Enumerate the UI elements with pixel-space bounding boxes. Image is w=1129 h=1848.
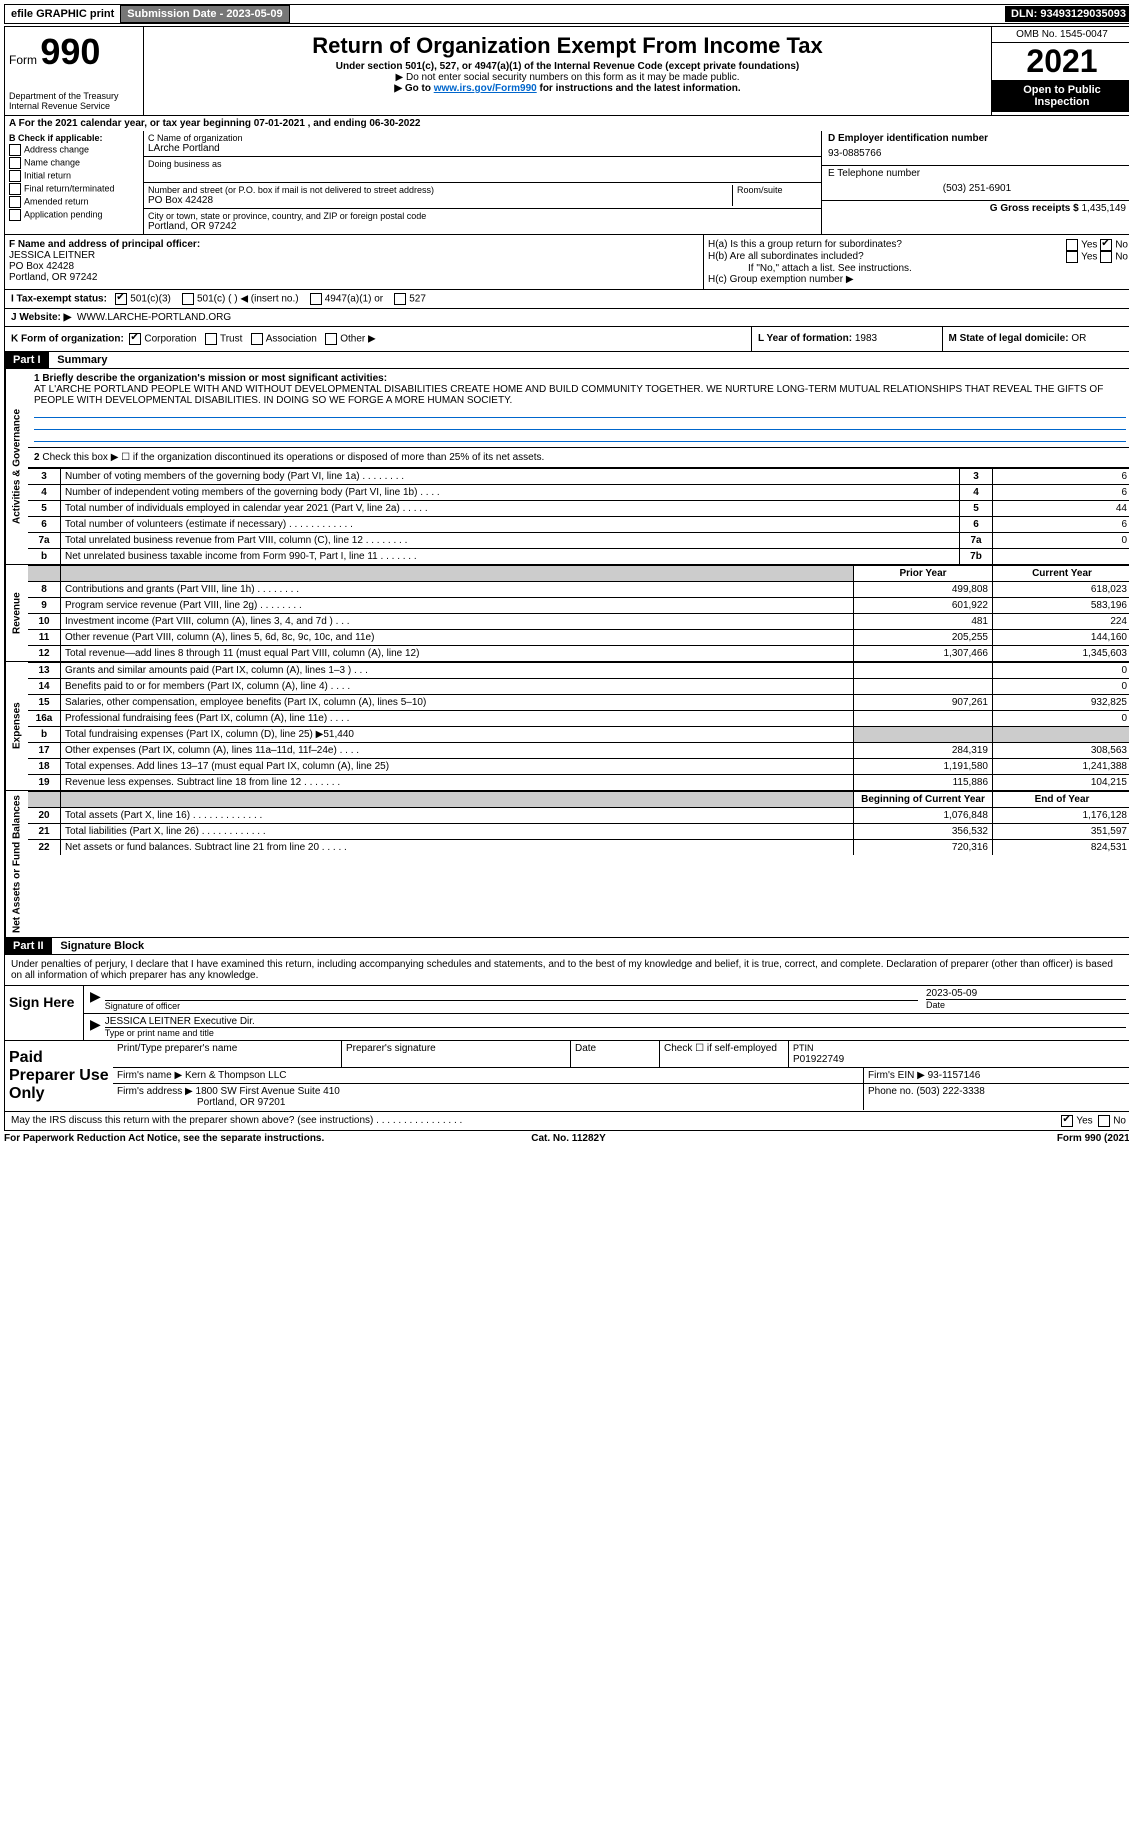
form-number: 990 (40, 31, 100, 72)
irs-link[interactable]: www.irs.gov/Form990 (434, 83, 537, 94)
firm-ein: 93-1157146 (928, 1070, 981, 1081)
form-prefix: Form (9, 53, 37, 67)
firm-name: Kern & Thompson LLC (185, 1070, 287, 1081)
row-j: J Website: ▶ WWW.LARCHE-PORTLAND.ORG (4, 309, 1129, 327)
tax-year: 2021 (992, 43, 1129, 80)
form-subtitle: Under section 501(c), 527, or 4947(a)(1)… (148, 61, 987, 72)
firm-addr: 1800 SW First Avenue Suite 410 (196, 1086, 340, 1097)
efile-label: efile GRAPHIC print (5, 6, 120, 22)
col-c: C Name of organization LArche Portland D… (144, 131, 821, 234)
side-revenue: Revenue (5, 565, 28, 661)
col-b: B Check if applicable: Address change Na… (5, 131, 144, 234)
revenue-block: Revenue Prior YearCurrent Year8Contribut… (4, 565, 1129, 662)
discuss-row: May the IRS discuss this return with the… (4, 1112, 1129, 1131)
entity-block: B Check if applicable: Address change Na… (4, 131, 1129, 235)
part2-header: Part II (5, 938, 52, 954)
form-header: Form 990 Department of the Treasury Inte… (4, 26, 1129, 116)
sign-here-label: Sign Here (5, 986, 84, 1040)
revenue-table: Prior YearCurrent Year8Contributions and… (28, 565, 1129, 661)
footer: For Paperwork Reduction Act Notice, see … (4, 1131, 1129, 1146)
row-i: I Tax-exempt status: 501(c)(3) 501(c) ( … (4, 290, 1129, 309)
part2-title: Signature Block (54, 938, 150, 954)
side-governance: Activities & Governance (5, 369, 28, 564)
website-value: WWW.LARCHE-PORTLAND.ORG (77, 312, 231, 323)
row-k: K Form of organization: Corporation Trus… (4, 327, 1129, 352)
sig-date: 2023-05-09 (926, 988, 1126, 999)
ein-value: 93-0885766 (828, 144, 1126, 163)
governance-block: Activities & Governance 1 Briefly descri… (4, 369, 1129, 565)
side-netassets: Net Assets or Fund Balances (5, 791, 28, 937)
governance-table: 3Number of voting members of the governi… (28, 468, 1129, 564)
col-right: D Employer identification number 93-0885… (821, 131, 1129, 234)
form-title: Return of Organization Exempt From Incom… (148, 33, 987, 59)
form-note2: ▶ Go to www.irs.gov/Form990 for instruct… (148, 83, 987, 94)
irs-label: Internal Revenue Service (9, 101, 139, 111)
org-name: LArche Portland (148, 143, 817, 154)
dept-label: Department of the Treasury (9, 91, 139, 101)
expenses-block: Expenses 13Grants and similar amounts pa… (4, 662, 1129, 791)
preparer-block: Paid Preparer Use Only Print/Type prepar… (4, 1041, 1129, 1112)
ptin-value: P01922749 (793, 1054, 844, 1065)
org-address: PO Box 42428 (148, 195, 732, 206)
submission-date-button[interactable]: Submission Date - 2023-05-09 (120, 5, 289, 23)
officer-name: JESSICA LEITNER (9, 250, 699, 261)
gross-receipts: 1,435,149 (1082, 203, 1127, 214)
state-domicile: OR (1071, 333, 1086, 344)
org-city: Portland, OR 97242 (148, 221, 817, 232)
signature-block: Under penalties of perjury, I declare th… (4, 955, 1129, 1041)
row-f-h: F Name and address of principal officer:… (4, 235, 1129, 290)
firm-phone: (503) 222-3338 (916, 1086, 984, 1097)
part1-title: Summary (51, 352, 113, 368)
paid-preparer-label: Paid Preparer Use Only (5, 1041, 113, 1111)
expenses-table: 13Grants and similar amounts paid (Part … (28, 662, 1129, 790)
form-note1: ▶ Do not enter social security numbers o… (148, 72, 987, 83)
netassets-table: Beginning of Current YearEnd of Year20To… (28, 791, 1129, 855)
mission-text: AT L'ARCHE PORTLAND PEOPLE WITH AND WITH… (34, 384, 1126, 406)
perjury-text: Under penalties of perjury, I declare th… (5, 955, 1129, 985)
year-formation: 1983 (855, 333, 877, 344)
phone-value: (503) 251-6901 (828, 179, 1126, 198)
open-public-label: Open to Public Inspection (992, 80, 1129, 112)
dln-label: DLN: 93493129035093 (1005, 6, 1129, 22)
part1-header: Part I (5, 352, 49, 368)
typed-name: JESSICA LEITNER Executive Dir. (105, 1016, 1126, 1027)
top-bar: efile GRAPHIC print Submission Date - 20… (4, 4, 1129, 24)
omb-label: OMB No. 1545-0047 (992, 27, 1129, 43)
line-a: A For the 2021 calendar year, or tax yea… (4, 116, 1129, 131)
side-expenses: Expenses (5, 662, 28, 790)
netassets-block: Net Assets or Fund Balances Beginning of… (4, 791, 1129, 938)
